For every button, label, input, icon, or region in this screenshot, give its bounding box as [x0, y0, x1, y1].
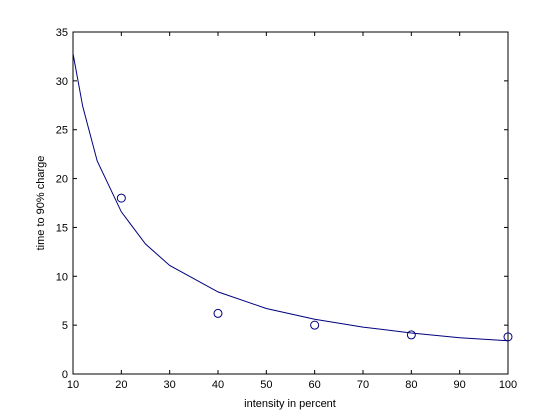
data-point-marker — [503, 332, 513, 342]
x-axis-title: intensity in percent — [244, 398, 336, 410]
x-axis-ticks: 10 20 30 40 50 60 70 80 90 100 — [67, 32, 517, 391]
y-tick-label: 25 — [56, 125, 68, 137]
x-tick-label: 50 — [260, 379, 272, 391]
y-tick-label: 20 — [56, 174, 68, 186]
y-axis-ticks: 0 5 10 15 20 25 30 35 — [56, 27, 508, 381]
y-tick-label: 15 — [56, 222, 68, 234]
y-tick-label: 0 — [62, 369, 68, 381]
data-point-marker — [406, 330, 416, 340]
data-point-marker — [213, 308, 223, 318]
y-tick-label: 30 — [56, 76, 68, 88]
y-axis-title: time to 90% charge — [35, 156, 47, 251]
x-tick-label: 10 — [67, 379, 79, 391]
data-point-marker — [310, 320, 320, 330]
x-tick-label: 60 — [309, 379, 321, 391]
x-tick-label: 80 — [405, 379, 417, 391]
y-tick-label: 5 — [62, 320, 68, 332]
plot-area — [72, 31, 509, 375]
fit-curve-line — [72, 53, 509, 342]
series-layer — [72, 53, 513, 342]
y-tick-label: 10 — [56, 271, 68, 283]
y-tick-label: 35 — [56, 27, 68, 39]
x-tick-label: 100 — [499, 379, 517, 391]
x-tick-label: 20 — [115, 379, 127, 391]
x-tick-label: 40 — [212, 379, 224, 391]
x-tick-label: 30 — [164, 379, 176, 391]
x-tick-label: 70 — [357, 379, 369, 391]
data-point-marker — [116, 193, 126, 203]
x-tick-label: 90 — [454, 379, 466, 391]
